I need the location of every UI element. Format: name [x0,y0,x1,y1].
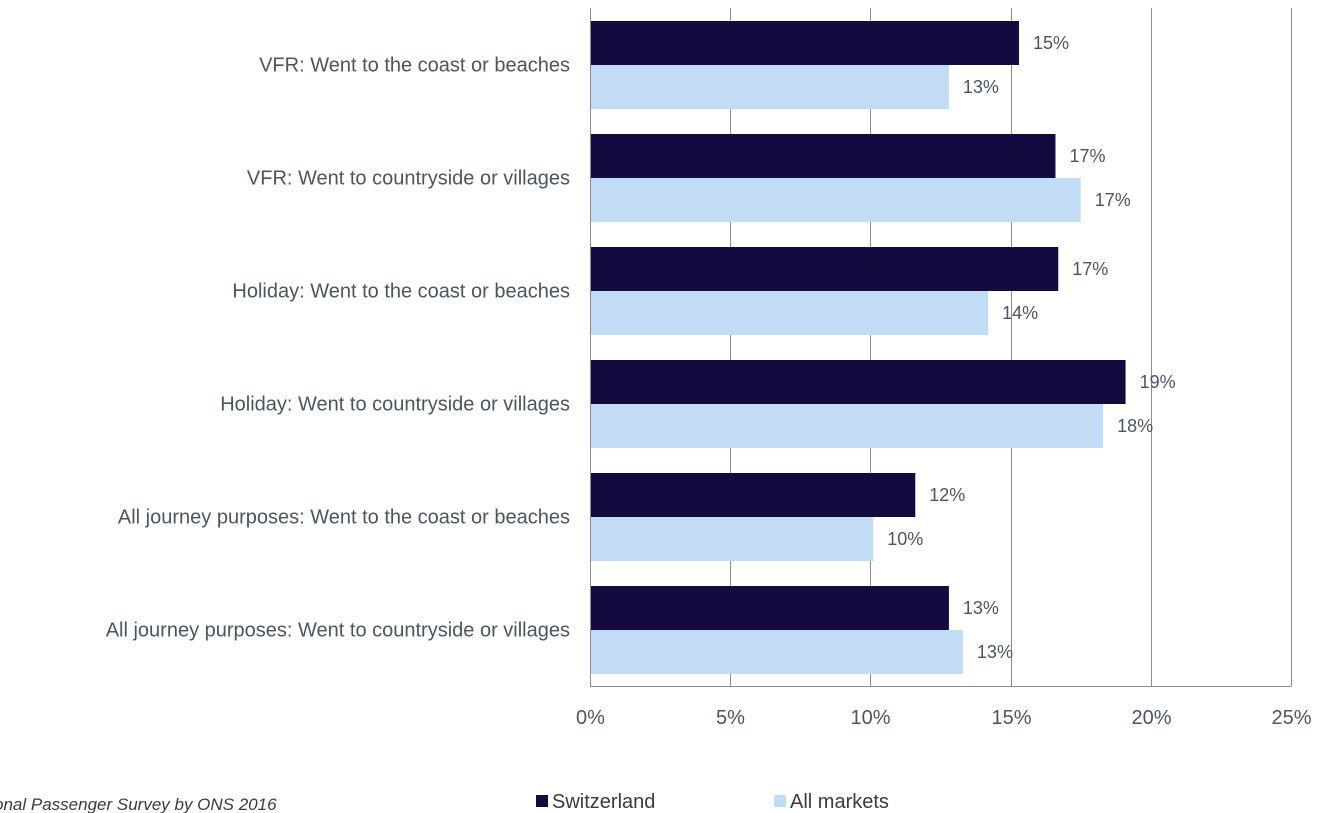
data-label: 15% [1033,33,1069,53]
data-label: 10% [887,529,923,549]
tick-label: 15% [991,707,1031,729]
data-label: 14% [1002,303,1038,323]
bars: 15% 13% 17% 17% 17% 14% 19% 18% 12% 10% 13% 13% [590,21,1176,674]
data-label: 19% [1140,372,1176,392]
category-label: VFR: Went to the coast or beaches [259,55,570,77]
bar-all-markets [590,178,1081,222]
data-label: 18% [1117,416,1153,436]
category-label: Holiday: Went to countryside or villages [220,394,570,416]
source-note: onal Passenger Survey by ONS 2016 [0,795,277,813]
bar-switzerland [590,21,1020,65]
bar-all-markets [590,517,874,561]
tick-label: 20% [1131,707,1171,729]
tick-label: 5% [716,707,745,729]
legend-label: All markets [790,791,889,813]
category-label: Holiday: Went to the coast or beaches [232,281,570,303]
tick-label: 25% [1271,707,1311,729]
bar-switzerland [590,360,1126,404]
data-label: 13% [977,642,1013,662]
category-label: All journey purposes: Went to countrysid… [106,620,570,642]
legend-label: Switzerland [552,791,655,813]
legend-swatch [536,795,548,807]
tick-label: 0% [576,707,605,729]
value-axis: 0% 5% 10% 15% 20% 25% [576,8,1312,729]
category-label: VFR: Went to countryside or villages [247,168,570,190]
legend-swatch [774,795,786,807]
bar-all-markets [590,404,1104,448]
bar-switzerland [590,247,1059,291]
category-label: All journey purposes: Went to the coast … [118,507,570,529]
bar-all-markets [590,65,949,109]
legend: Switzerland All markets [536,791,889,813]
bar-all-markets [590,630,963,674]
bar-switzerland [590,134,1056,178]
data-label: 13% [963,598,999,618]
data-label: 17% [1072,259,1108,279]
data-label: 12% [929,485,965,505]
category-axis: VFR: Went to the coast or beaches VFR: We… [106,55,570,642]
bar-switzerland [590,586,949,630]
grid-lines [590,8,1292,686]
tick-label: 10% [850,707,890,729]
bar-switzerland [590,473,916,517]
bar-all-markets [590,291,989,335]
data-label: 17% [1069,146,1105,166]
data-label: 17% [1095,190,1131,210]
data-label: 13% [963,77,999,97]
